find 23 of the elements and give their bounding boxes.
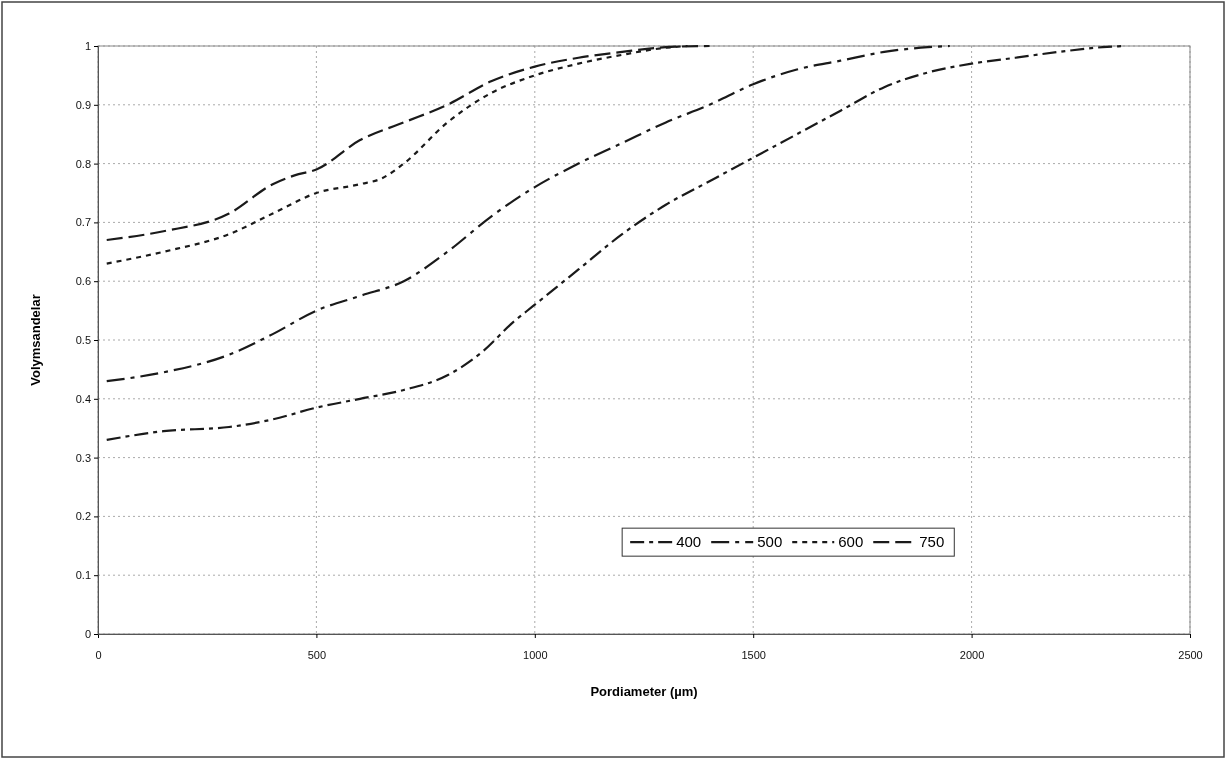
legend-label: 400 — [676, 533, 702, 551]
y-tick-label: 1 — [84, 40, 91, 53]
y-tick-label: 0 — [84, 628, 91, 641]
y-axis-title: Volymsandelar — [28, 294, 43, 386]
x-tick-label: 0 — [95, 648, 102, 661]
y-tick-label: 0.9 — [75, 98, 91, 111]
legend-label: 500 — [757, 533, 783, 551]
y-tick-label: 0.8 — [75, 157, 91, 170]
y-tick-label: 0.3 — [75, 451, 91, 464]
x-tick-label: 1000 — [523, 648, 548, 661]
legend-label: 600 — [838, 533, 864, 551]
x-tick-label: 2000 — [959, 648, 985, 661]
legend-label: 750 — [919, 533, 945, 551]
y-tick-label: 0.4 — [75, 392, 91, 405]
y-tick-label: 0.6 — [75, 275, 91, 288]
x-tick-label: 500 — [307, 648, 327, 661]
y-tick-label: 0.7 — [75, 216, 91, 229]
x-axis-title: Pordiameter (µm) — [590, 684, 698, 699]
y-tick-label: 0.1 — [75, 569, 91, 582]
y-tick-label: 0.5 — [75, 334, 91, 347]
y-tick-label: 0.2 — [75, 510, 91, 523]
x-tick-label: 1500 — [741, 648, 766, 661]
x-tick-label: 2500 — [1178, 648, 1203, 661]
